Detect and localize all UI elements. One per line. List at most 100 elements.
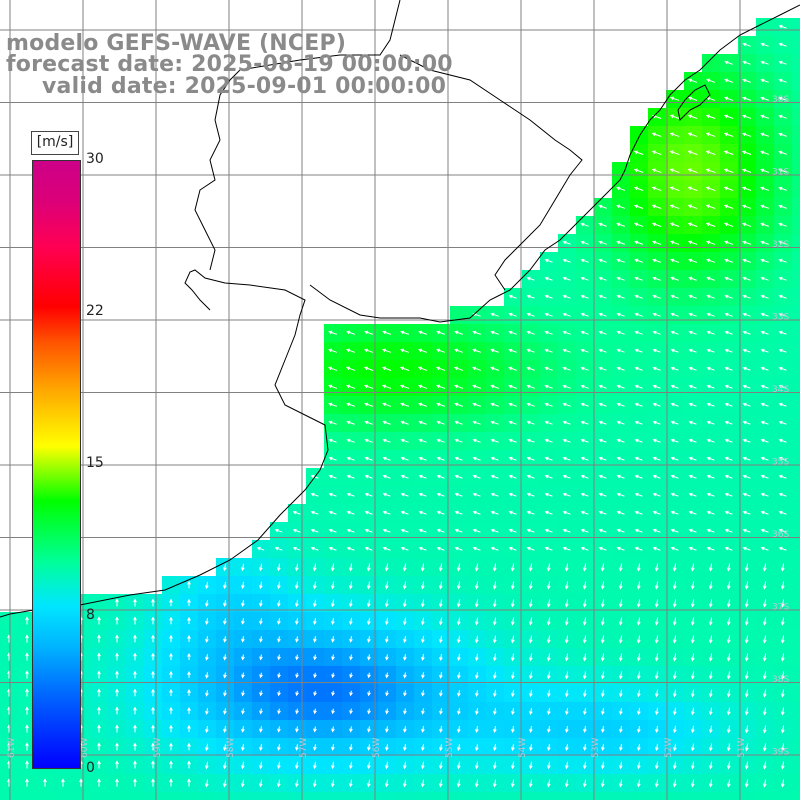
wind-arrow (474, 617, 479, 626)
wind-arrow (652, 510, 661, 515)
wind-arrow (385, 617, 389, 626)
wind-arrow (724, 492, 733, 497)
wind-arrow (436, 438, 445, 443)
wind-arrow (598, 402, 607, 407)
wind-arrow (528, 599, 533, 608)
wind-arrow (508, 438, 517, 443)
speed-cell (324, 792, 342, 804)
wind-arrow (259, 743, 263, 751)
speed-cell (792, 648, 800, 666)
wind-arrow (726, 563, 731, 572)
wind-arrow (25, 778, 29, 787)
wind-arrow (331, 761, 335, 770)
wind-arrow (526, 312, 535, 317)
wind-arrow (367, 636, 371, 643)
wind-arrow (313, 636, 317, 643)
wind-arrow (546, 761, 551, 770)
wind-arrow (328, 510, 337, 515)
wind-arrow (366, 779, 371, 788)
wind-arrow (508, 294, 517, 299)
wind-arrow (690, 617, 695, 626)
wind-arrow (634, 348, 643, 353)
wind-arrow (403, 761, 407, 770)
wind-arrow (187, 671, 191, 678)
wind-arrow (583, 707, 587, 716)
speed-cell (792, 18, 800, 36)
wind-arrow (418, 402, 428, 407)
wind-arrow (742, 366, 751, 371)
wind-arrow (187, 778, 191, 787)
wind-arrow (259, 581, 263, 590)
wind-arrow (403, 635, 407, 643)
wind-arrow (400, 456, 409, 461)
wind-arrow (526, 420, 535, 425)
wind-arrow (529, 689, 533, 698)
wind-arrow (330, 563, 335, 572)
wind-arrow (187, 724, 191, 733)
speed-cell (792, 162, 800, 180)
wind-arrow (295, 761, 299, 770)
wind-arrow (454, 510, 463, 515)
wind-arrow (670, 348, 679, 353)
speed-cell (702, 792, 720, 804)
wind-arrow (634, 276, 643, 281)
wind-arrow (780, 581, 785, 590)
speed-cell (774, 792, 792, 804)
wind-arrow (454, 402, 463, 407)
wind-arrow (634, 258, 643, 263)
wind-arrow (312, 779, 317, 788)
wind-arrow (151, 652, 155, 661)
wind-arrow (205, 654, 209, 661)
wind-arrow (328, 456, 337, 461)
wind-arrow (672, 635, 677, 644)
wind-arrow (223, 618, 227, 625)
wind-arrow (670, 528, 679, 533)
wind-arrow (600, 779, 605, 788)
wind-arrow (562, 294, 571, 299)
wind-arrow (310, 546, 319, 551)
wind-arrow (598, 222, 607, 227)
speed-cell (684, 792, 702, 804)
wind-arrow (742, 222, 752, 227)
speed-cell (792, 36, 800, 54)
wind-arrow (454, 348, 464, 353)
wind-arrow (742, 348, 751, 353)
wind-arrow (742, 438, 751, 443)
wind-arrow (601, 726, 605, 733)
wind-arrow (241, 618, 245, 625)
wind-arrow (598, 492, 607, 497)
wind-arrow (673, 725, 677, 734)
wind-arrow (580, 294, 589, 299)
wind-arrow (223, 672, 227, 679)
wind-arrow (223, 708, 227, 715)
wind-arrow (564, 653, 569, 662)
wind-arrow (454, 492, 463, 497)
wind-arrow (760, 150, 770, 155)
wind-arrow (454, 456, 463, 461)
wind-arrow (454, 528, 463, 533)
wind-arrow (708, 653, 713, 662)
wind-arrow (151, 670, 155, 679)
wind-arrow (634, 420, 643, 425)
wind-arrow (313, 654, 317, 661)
wind-arrow (637, 743, 641, 752)
wind-arrow (687, 96, 698, 101)
wind-arrow (688, 366, 697, 371)
wind-arrow (544, 420, 553, 425)
wind-arrow (580, 276, 589, 281)
wind-arrow (385, 690, 389, 697)
wind-arrow (778, 240, 787, 245)
wind-arrow (526, 528, 535, 533)
wind-arrow (598, 366, 607, 371)
wind-arrow (115, 598, 119, 607)
wind-arrow (169, 778, 173, 787)
wind-arrow (780, 563, 785, 572)
colorbar-tick-8: 8 (86, 607, 95, 623)
wind-arrow (115, 706, 119, 715)
speed-cell (180, 792, 198, 804)
wind-arrow (418, 528, 427, 533)
wind-arrow (726, 743, 731, 752)
wind-arrow (778, 96, 787, 101)
wind-arrow (672, 689, 677, 698)
speed-cell (792, 396, 800, 414)
